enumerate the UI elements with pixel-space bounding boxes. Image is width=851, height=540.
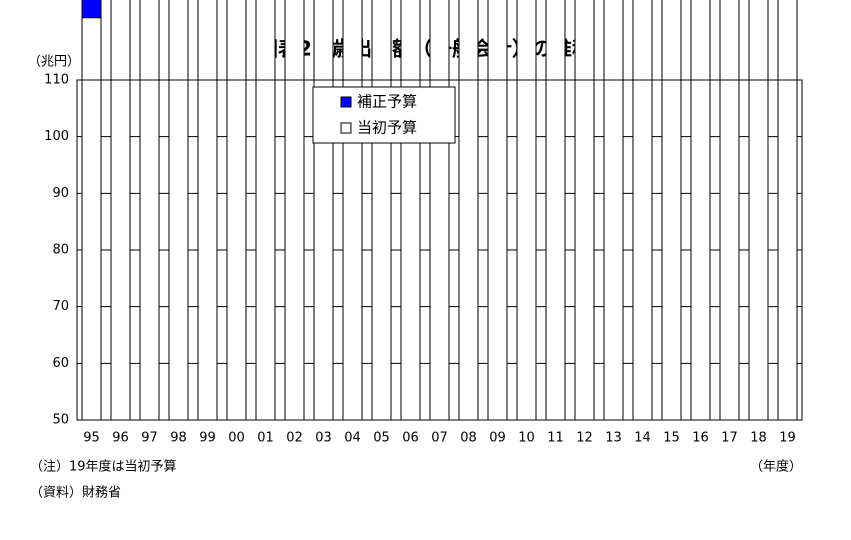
bar-segment bbox=[313, 0, 334, 421]
bar-segment bbox=[255, 0, 276, 421]
legend-label: 当初予算 bbox=[357, 119, 417, 137]
bar-segment bbox=[632, 0, 653, 421]
bar-segment bbox=[429, 0, 450, 421]
bar-segment bbox=[777, 0, 798, 421]
bar-segment bbox=[690, 0, 711, 421]
bar-segment bbox=[603, 0, 624, 421]
bar-segment bbox=[719, 0, 740, 421]
bar-segment bbox=[458, 0, 479, 421]
bar-segment bbox=[516, 0, 537, 421]
bar-segment bbox=[748, 0, 769, 421]
x-tick-label: 05 bbox=[373, 431, 390, 446]
x-tick-label: 00 bbox=[228, 431, 245, 446]
y-tick-label: 60 bbox=[52, 356, 69, 371]
note: （注）19年度は当初予算 bbox=[30, 459, 177, 475]
x-tick-label: 08 bbox=[460, 431, 477, 446]
x-tick-label: 10 bbox=[518, 431, 535, 446]
x-tick-label: 18 bbox=[750, 431, 767, 446]
x-tick-label: 96 bbox=[112, 431, 129, 446]
legend-swatch bbox=[340, 96, 352, 108]
x-tick-label: 15 bbox=[663, 431, 680, 446]
plot-border bbox=[76, 79, 803, 421]
x-tick-label: 01 bbox=[257, 431, 274, 446]
x-tick-label: 97 bbox=[141, 431, 158, 446]
y-unit: （兆円） bbox=[28, 55, 80, 70]
legend-label: 補正予算 bbox=[357, 93, 417, 111]
bar-segment bbox=[226, 0, 247, 421]
x-tick-label: 11 bbox=[547, 431, 564, 446]
x-tick-label: 99 bbox=[199, 431, 216, 446]
x-tick-label: 09 bbox=[489, 431, 506, 446]
bar-segment bbox=[661, 0, 682, 421]
x-tick-label: 06 bbox=[402, 431, 419, 446]
x-tick-label: 17 bbox=[721, 431, 738, 446]
x-tick-label: 13 bbox=[605, 431, 622, 446]
bar-segment bbox=[197, 0, 218, 421]
bar-segment bbox=[545, 0, 566, 421]
x-tick-label: 95 bbox=[83, 431, 100, 446]
x-tick-label: 19 bbox=[779, 431, 796, 446]
note: （資料）財務省 bbox=[30, 486, 121, 501]
y-tick-label: 50 bbox=[52, 413, 69, 428]
x-tick-label: 98 bbox=[170, 431, 187, 446]
y-tick-label: 100 bbox=[44, 129, 69, 144]
bar-segment bbox=[139, 0, 160, 421]
y-tick-label: 90 bbox=[52, 186, 69, 201]
x-unit: （年度） bbox=[750, 459, 802, 475]
x-tick-label: 04 bbox=[344, 431, 361, 446]
chart-title: 図表2 歳出総額（一般会計）の推移 bbox=[258, 37, 592, 61]
legend-swatch bbox=[340, 122, 352, 134]
x-tick-label: 07 bbox=[431, 431, 448, 446]
bar-segment bbox=[110, 0, 131, 421]
bar-segment bbox=[371, 0, 392, 421]
bar-segment bbox=[81, 17, 102, 421]
legend-box bbox=[312, 86, 456, 144]
bar-segment bbox=[400, 0, 421, 421]
x-tick-label: 14 bbox=[634, 431, 651, 446]
bar-segment bbox=[81, 0, 102, 19]
bar-segment bbox=[487, 0, 508, 421]
bar-segment bbox=[342, 0, 363, 421]
x-tick-label: 16 bbox=[692, 431, 709, 446]
bar-segment bbox=[574, 0, 595, 421]
y-tick-label: 80 bbox=[52, 243, 69, 258]
x-tick-label: 02 bbox=[286, 431, 303, 446]
y-tick-label: 110 bbox=[44, 73, 69, 88]
bar-segment bbox=[284, 0, 305, 421]
x-tick-label: 03 bbox=[315, 431, 332, 446]
bar-segment bbox=[168, 0, 189, 421]
y-tick-label: 70 bbox=[52, 299, 69, 314]
x-tick-label: 12 bbox=[576, 431, 593, 446]
